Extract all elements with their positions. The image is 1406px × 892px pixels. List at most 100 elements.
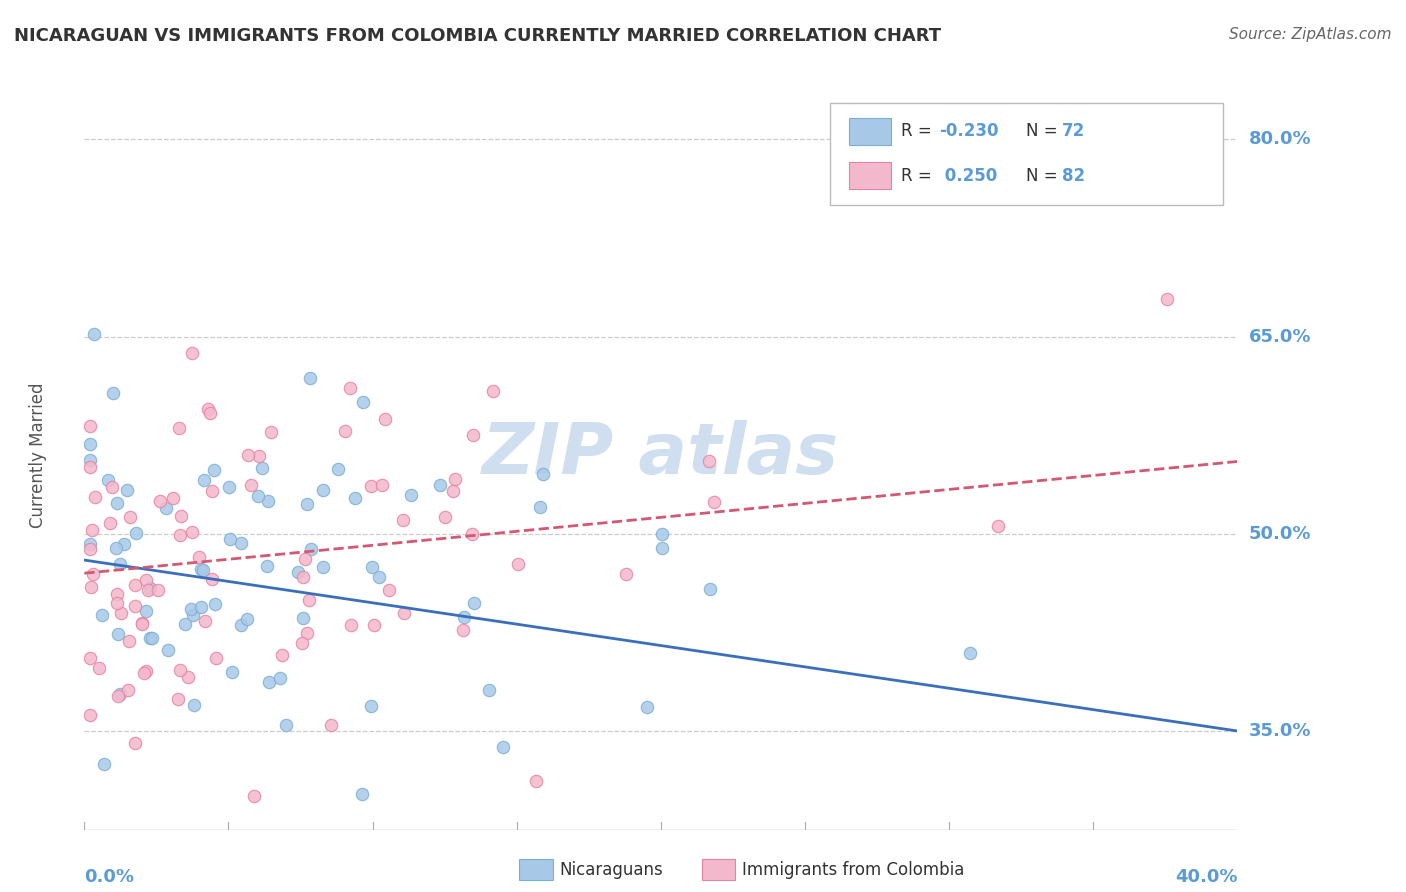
Point (108, 687, 131, 701)
Text: 72: 72 (1062, 122, 1085, 140)
Text: 0.0%: 0.0% (84, 869, 135, 887)
Text: ZIP atlas: ZIP atlas (482, 420, 839, 490)
Text: N =: N = (1026, 167, 1063, 185)
Point (135, 664, 157, 678)
Point (84, 491, 107, 505)
Point (1156, 292, 1178, 306)
Point (201, 484, 224, 499)
Point (374, 412, 396, 426)
Point (478, 682, 501, 697)
Point (101, 480, 124, 494)
Point (270, 648, 292, 663)
Point (187, 549, 209, 564)
Point (295, 625, 318, 640)
Point (193, 473, 215, 487)
Point (651, 527, 673, 541)
Point (110, 606, 132, 620)
Text: Immigrants from Colombia: Immigrants from Colombia (742, 861, 965, 879)
Point (107, 627, 129, 641)
Text: N =: N = (1026, 122, 1063, 140)
Point (105, 496, 128, 510)
Point (183, 698, 205, 713)
Point (463, 427, 485, 442)
Point (132, 666, 155, 681)
Text: NICARAGUAN VS IMMIGRANTS FROM COLOMBIA CURRENTLY MARRIED CORRELATION CHART: NICARAGUAN VS IMMIGRANTS FROM COLOMBIA C… (14, 27, 941, 45)
Point (291, 611, 314, 625)
Point (463, 596, 485, 610)
Point (231, 536, 253, 550)
Point (482, 384, 505, 399)
Point (80, 524, 103, 538)
Point (79, 650, 101, 665)
Point (460, 526, 482, 541)
Point (333, 425, 356, 439)
Point (181, 524, 204, 539)
Point (363, 617, 385, 632)
Point (131, 616, 153, 631)
Point (247, 489, 270, 503)
Text: Currently Married: Currently Married (30, 382, 48, 528)
Point (529, 500, 551, 514)
Point (118, 634, 141, 648)
Text: 50.0%: 50.0% (1249, 524, 1310, 543)
Point (256, 558, 278, 573)
Point (531, 467, 554, 481)
Point (112, 537, 135, 551)
Point (311, 483, 333, 498)
Point (339, 618, 361, 632)
Point (319, 718, 342, 732)
Point (453, 610, 475, 624)
Point (699, 582, 721, 597)
Point (97, 473, 120, 487)
Point (157, 643, 180, 657)
Point (105, 541, 128, 556)
Text: 0.250: 0.250 (939, 167, 997, 185)
Point (371, 478, 394, 492)
Point (115, 483, 138, 498)
Point (236, 448, 259, 462)
Point (79, 542, 101, 557)
Point (117, 682, 139, 697)
Point (312, 560, 335, 574)
Point (194, 615, 217, 629)
Text: 65.0%: 65.0% (1249, 327, 1310, 345)
Point (352, 395, 374, 409)
Point (274, 718, 297, 732)
Text: Source: ZipAtlas.com: Source: ZipAtlas.com (1229, 27, 1392, 42)
Point (702, 495, 724, 509)
Point (636, 699, 658, 714)
Point (180, 601, 202, 615)
Point (83, 326, 105, 341)
Point (93, 757, 115, 772)
Text: 40.0%: 40.0% (1175, 869, 1237, 887)
Point (269, 671, 291, 685)
Point (198, 407, 221, 421)
Point (444, 472, 467, 486)
Point (205, 651, 228, 665)
Point (79, 418, 101, 433)
Point (360, 699, 382, 714)
Point (180, 346, 202, 360)
Point (392, 513, 415, 527)
Point (131, 616, 153, 631)
Point (236, 612, 259, 626)
Point (125, 525, 148, 540)
Point (959, 646, 981, 660)
Point (697, 454, 720, 468)
Point (429, 477, 451, 491)
Point (162, 491, 184, 506)
Point (146, 582, 169, 597)
Point (378, 583, 401, 598)
Point (135, 604, 157, 618)
Point (247, 449, 270, 463)
Point (79, 460, 101, 475)
Text: R =: R = (901, 122, 938, 140)
Point (352, 787, 374, 801)
Point (170, 509, 193, 524)
Point (260, 425, 283, 440)
Point (118, 510, 141, 524)
Point (124, 578, 146, 592)
Point (399, 487, 422, 501)
Point (107, 689, 129, 703)
Point (441, 484, 464, 499)
